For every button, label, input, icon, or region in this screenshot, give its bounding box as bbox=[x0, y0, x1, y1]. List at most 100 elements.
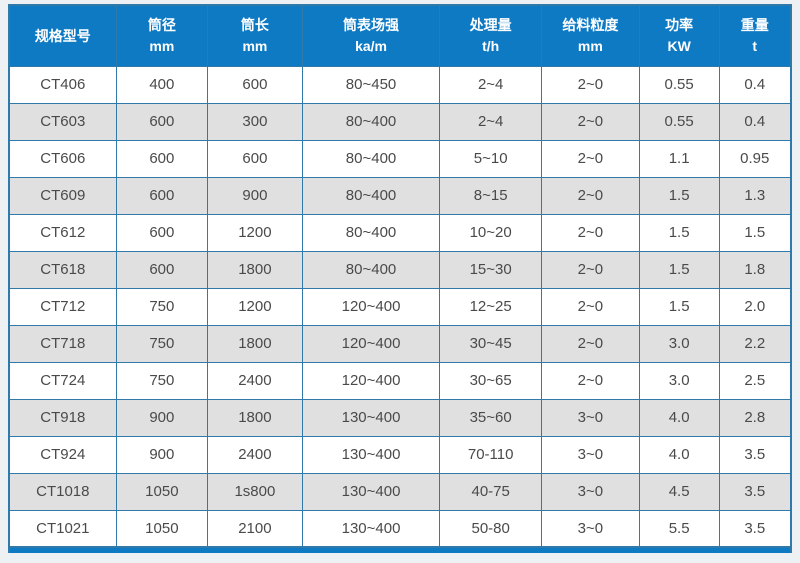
column-header: 筒表场强 ka/m bbox=[301, 4, 441, 67]
value-cell: 10~20 bbox=[439, 213, 542, 252]
value-cell: 900 bbox=[115, 435, 209, 474]
value-cell: 1.5 bbox=[638, 250, 720, 289]
value-cell: 2~4 bbox=[439, 102, 542, 141]
value-cell: 0.4 bbox=[718, 102, 792, 141]
column-unit: t bbox=[752, 37, 758, 54]
value-cell: 8~15 bbox=[439, 176, 542, 215]
table-row: CT1018 1050 1s800 130~400 40-75 3~0 4.5 3.5 bbox=[8, 472, 792, 511]
value-cell: 1.5 bbox=[638, 287, 720, 326]
table-bottom-bar bbox=[8, 548, 792, 553]
value-cell: 2~0 bbox=[541, 65, 640, 104]
value-cell: 1.8 bbox=[718, 250, 792, 289]
model-cell: CT1021 bbox=[8, 509, 117, 548]
value-cell: 3.5 bbox=[718, 435, 792, 474]
value-cell: 900 bbox=[207, 176, 303, 215]
column-header: 处理量 t/h bbox=[439, 4, 542, 67]
value-cell: 12~25 bbox=[439, 287, 542, 326]
value-cell: 2~0 bbox=[541, 139, 640, 178]
value-cell: 3.0 bbox=[638, 361, 720, 400]
model-cell: CT918 bbox=[8, 398, 117, 437]
value-cell: 2400 bbox=[207, 435, 303, 474]
table-row: CT609 600 900 80~400 8~15 2~0 1.5 1.3 bbox=[8, 176, 792, 215]
column-unit: mm bbox=[577, 37, 603, 54]
column-title: 规格型号 bbox=[34, 27, 91, 44]
column-unit: mm bbox=[242, 37, 268, 54]
column-header: 重量 t bbox=[718, 4, 792, 67]
value-cell: 2~0 bbox=[541, 213, 640, 252]
value-cell: 1800 bbox=[207, 250, 303, 289]
value-cell: 2100 bbox=[207, 509, 303, 548]
value-cell: 80~400 bbox=[301, 102, 441, 141]
column-title: 给料粒度 bbox=[562, 17, 619, 34]
value-cell: 80~400 bbox=[301, 250, 441, 289]
column-title: 功率 bbox=[665, 17, 694, 34]
column-header: 筒长 mm bbox=[207, 4, 303, 67]
column-header: 规格型号 bbox=[8, 4, 117, 67]
value-cell: 0.95 bbox=[718, 139, 792, 178]
model-cell: CT609 bbox=[8, 176, 117, 215]
value-cell: 400 bbox=[115, 65, 209, 104]
column-header: 筒径 mm bbox=[115, 4, 209, 67]
value-cell: 2.2 bbox=[718, 324, 792, 363]
table-row: CT924 900 2400 130~400 70-110 3~0 4.0 3.5 bbox=[8, 435, 792, 474]
model-cell: CT924 bbox=[8, 435, 117, 474]
value-cell: 1050 bbox=[115, 509, 209, 548]
model-cell: CT618 bbox=[8, 250, 117, 289]
value-cell: 2.8 bbox=[718, 398, 792, 437]
value-cell: 3~0 bbox=[541, 472, 640, 511]
value-cell: 80~400 bbox=[301, 139, 441, 178]
value-cell: 80~450 bbox=[301, 65, 441, 104]
table-row: CT612 600 1200 80~400 10~20 2~0 1.5 1.5 bbox=[8, 213, 792, 252]
table-header: 规格型号 筒径 mm 筒长 mm 筒表场强 ka/m 处理量 t/h 给料粒度 mm 功率 KW 重量 t bbox=[8, 4, 792, 67]
column-header: 给料粒度 mm bbox=[541, 4, 640, 67]
model-cell: CT406 bbox=[8, 65, 117, 104]
value-cell: 2~0 bbox=[541, 176, 640, 215]
value-cell: 0.55 bbox=[638, 102, 720, 141]
header-row: 规格型号 筒径 mm 筒长 mm 筒表场强 ka/m 处理量 t/h 给料粒度 mm 功率 KW 重量 t bbox=[8, 4, 792, 67]
column-title: 筒长 bbox=[240, 17, 269, 34]
value-cell: 80~400 bbox=[301, 213, 441, 252]
column-title: 筒径 bbox=[147, 17, 176, 34]
value-cell: 5~10 bbox=[439, 139, 542, 178]
model-cell: CT724 bbox=[8, 361, 117, 400]
value-cell: 1.3 bbox=[718, 176, 792, 215]
value-cell: 1s800 bbox=[207, 472, 303, 511]
value-cell: 1800 bbox=[207, 398, 303, 437]
value-cell: 2~0 bbox=[541, 361, 640, 400]
value-cell: 3.5 bbox=[718, 509, 792, 548]
model-cell: CT718 bbox=[8, 324, 117, 363]
value-cell: 600 bbox=[115, 102, 209, 141]
value-cell: 120~400 bbox=[301, 287, 441, 326]
value-cell: 1200 bbox=[207, 287, 303, 326]
value-cell: 3~0 bbox=[541, 398, 640, 437]
table-row: CT406 400 600 80~450 2~4 2~0 0.55 0.4 bbox=[8, 65, 792, 104]
value-cell: 2~0 bbox=[541, 324, 640, 363]
value-cell: 35~60 bbox=[439, 398, 542, 437]
value-cell: 30~65 bbox=[439, 361, 542, 400]
value-cell: 750 bbox=[115, 361, 209, 400]
value-cell: 2.0 bbox=[718, 287, 792, 326]
column-header: 功率 KW bbox=[638, 4, 720, 67]
value-cell: 2~0 bbox=[541, 102, 640, 141]
column-title: 筒表场强 bbox=[343, 17, 400, 34]
value-cell: 3~0 bbox=[541, 509, 640, 548]
value-cell: 750 bbox=[115, 287, 209, 326]
value-cell: 50-80 bbox=[439, 509, 542, 548]
value-cell: 0.4 bbox=[718, 65, 792, 104]
value-cell: 4.0 bbox=[638, 435, 720, 474]
value-cell: 80~400 bbox=[301, 176, 441, 215]
value-cell: 1.5 bbox=[638, 213, 720, 252]
value-cell: 750 bbox=[115, 324, 209, 363]
value-cell: 2~4 bbox=[439, 65, 542, 104]
value-cell: 600 bbox=[115, 213, 209, 252]
table-row: CT1021 1050 2100 130~400 50-80 3~0 5.5 3.5 bbox=[8, 509, 792, 548]
model-cell: CT606 bbox=[8, 139, 117, 178]
value-cell: 3.5 bbox=[718, 472, 792, 511]
value-cell: 130~400 bbox=[301, 398, 441, 437]
value-cell: 3.0 bbox=[638, 324, 720, 363]
table-row: CT618 600 1800 80~400 15~30 2~0 1.5 1.8 bbox=[8, 250, 792, 289]
model-cell: CT612 bbox=[8, 213, 117, 252]
column-unit: t/h bbox=[482, 37, 500, 54]
value-cell: 1.1 bbox=[638, 139, 720, 178]
value-cell: 30~45 bbox=[439, 324, 542, 363]
